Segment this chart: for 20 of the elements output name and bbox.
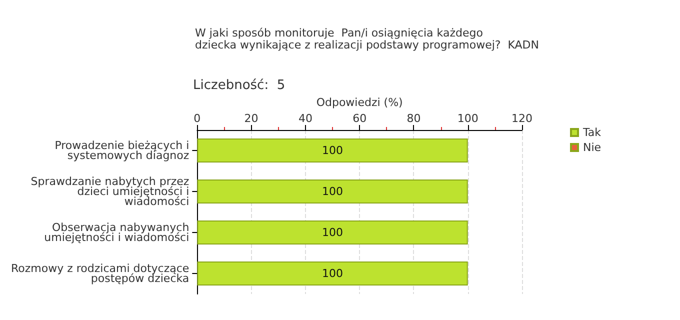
- legend-label: Nie: [583, 141, 602, 154]
- x-tick-label: 120: [512, 112, 532, 125]
- chart-title: W jaki sposób monitoruje Pan/i osiągnięcia każdego dziecka wynikające z realizacji podstawy programowej? KADN: [195, 26, 540, 52]
- data-label: 100: [322, 144, 344, 157]
- y-tick-label: Rozmowy z rodzicami dotyczące postępów dziecka: [10, 262, 190, 285]
- y-tick-label: Sprawdzanie nabytych przez dzieci umiejętności i wiadomości: [30, 175, 190, 208]
- x-axis-title: Odpowiedzi (%): [316, 96, 403, 110]
- x-tick-label: 0: [194, 112, 201, 125]
- x-tick-label: 80: [406, 112, 421, 125]
- chart-subtitle: Liczebność: 5: [193, 78, 286, 93]
- data-label: 100: [322, 226, 344, 239]
- x-tick-label: 100: [457, 112, 478, 125]
- y-tick-label: Prowadzenie bieżących i systemowych diagnoz: [54, 139, 190, 162]
- y-tick-label: Obserwacja nabywanych umiejętności i wiadomości: [44, 221, 190, 244]
- x-tick-label: 60: [352, 112, 367, 125]
- legend-label: Tak: [582, 126, 602, 139]
- data-label: 100: [322, 185, 344, 198]
- x-tick-label: 40: [298, 112, 312, 125]
- data-label: 100: [322, 267, 344, 280]
- x-tick-label: 20: [244, 112, 258, 125]
